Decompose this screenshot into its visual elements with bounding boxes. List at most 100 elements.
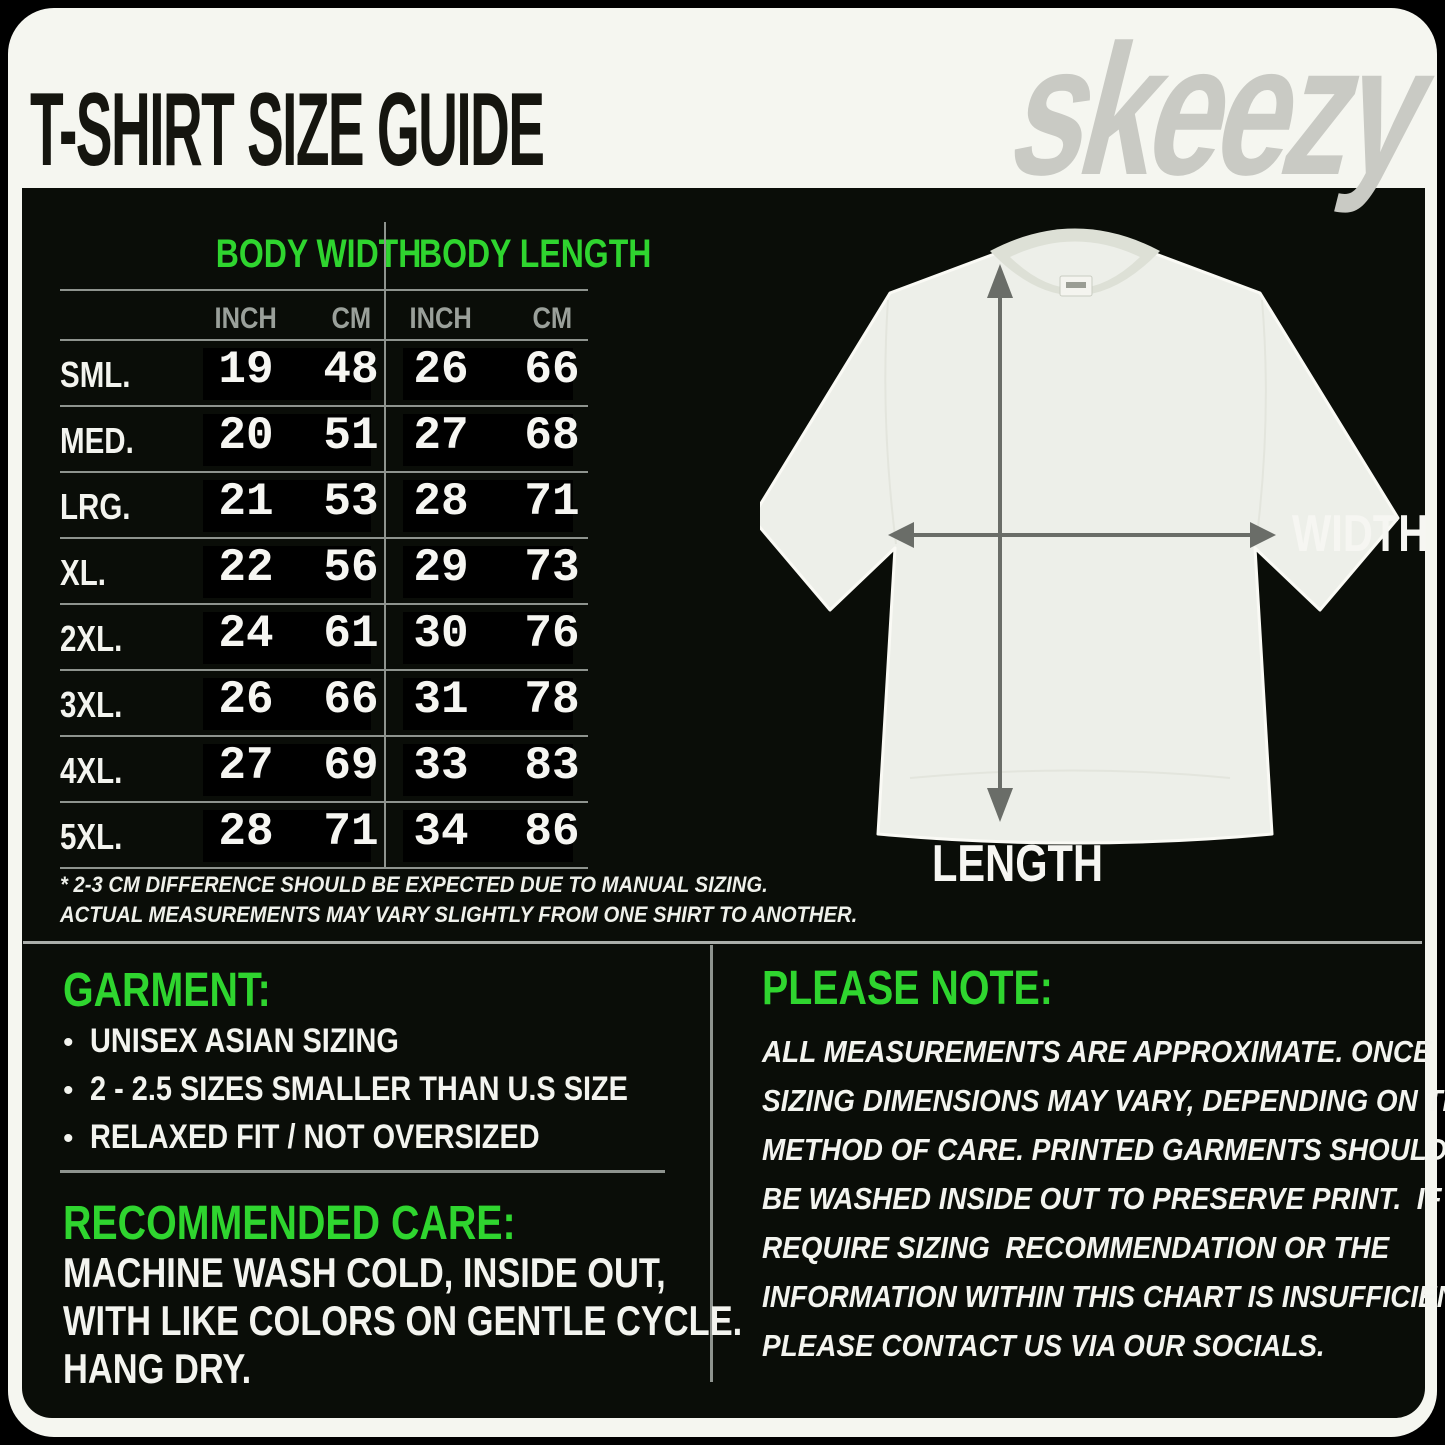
length-inch-value: 30 (413, 608, 469, 660)
table-row: XL. 22 56 29 73 (0, 539, 660, 605)
length-inch-value: 31 (413, 674, 469, 726)
care-line: HANG DRY. (63, 1345, 252, 1392)
size-label: SML. (60, 354, 131, 395)
length-inch-value: 26 (413, 344, 469, 396)
table-header-divider (60, 289, 588, 291)
length-values-box (403, 678, 573, 730)
size-label: MED. (60, 420, 134, 461)
length-inch-value: 34 (413, 806, 469, 858)
table-row: LRG. 21 53 28 71 (0, 473, 660, 539)
table-row: SML. 19 48 26 66 (0, 341, 660, 407)
brand-logo: skeezy (993, 7, 1445, 214)
width-values-box (203, 348, 371, 400)
garment-bullet: • UNISEX ASIAN SIZING (63, 1022, 722, 1070)
body-length-header: BODY LENGTH (419, 232, 652, 276)
garment-heading: GARMENT: (63, 964, 271, 1017)
width-cm-value: 48 (323, 344, 379, 396)
width-inch-value: 19 (218, 344, 274, 396)
length-inch-value: 29 (413, 542, 469, 594)
unit-header-inch-length: INCH (409, 302, 473, 335)
width-values-box (203, 546, 371, 598)
width-cm-value: 51 (323, 410, 379, 462)
length-values-box (403, 546, 573, 598)
note-line: PLEASE CONTACT US VIA OUR SOCIALS. (762, 1328, 1325, 1363)
tshirt-right-seam (1255, 299, 1267, 545)
bullet-dot: • (63, 1122, 74, 1155)
footnote-line: * 2-3 CM DIFFERENCE SHOULD BE EXPECTED D… (60, 872, 768, 897)
length-cm-value: 76 (524, 608, 580, 660)
length-values-box (403, 414, 573, 466)
tshirt-diagram (760, 228, 1400, 845)
width-label: WIDTH (1292, 505, 1429, 563)
row-divider (60, 801, 588, 803)
length-cm-value: 78 (524, 674, 580, 726)
length-cm-value: 68 (524, 410, 580, 462)
length-cm-value: 83 (524, 740, 580, 792)
size-label: 5XL. (60, 816, 123, 857)
width-inch-value: 26 (218, 674, 274, 726)
care-line: WITH LIKE COLORS ON GENTLE CYCLE. (63, 1297, 743, 1344)
length-values-box (403, 810, 573, 862)
bullet-dot: • (63, 1026, 74, 1059)
width-inch-value: 28 (218, 806, 274, 858)
width-inch-value: 24 (218, 608, 274, 660)
note-text: ALL MEASUREMENTS ARE APPROXIMATE. ONCE W… (762, 1030, 1445, 1373)
garment-care-divider (60, 1170, 665, 1173)
width-cm-value: 69 (323, 740, 379, 792)
size-label: 2XL. (60, 618, 123, 659)
note-heading: PLEASE NOTE: (762, 962, 1053, 1015)
care-line: MACHINE WASH COLD, INSIDE OUT, (63, 1249, 666, 1296)
width-inch-value: 22 (218, 542, 274, 594)
garment-bullet-list: • UNISEX ASIAN SIZING • 2 - 2.5 SIZES SM… (63, 1022, 722, 1166)
width-values-box (203, 612, 371, 664)
garment-bullet-text: 2 - 2.5 SIZES SMALLER THAN U.S SIZE (89, 1070, 628, 1108)
tshirt-crease (909, 769, 1231, 779)
unit-header-cm-length: CM (532, 302, 572, 335)
length-arrow (987, 264, 1013, 822)
note-line: METHOD OF CARE. PRINTED GARMENTS SHOULD … (762, 1132, 1445, 1167)
width-cm-value: 71 (323, 806, 379, 858)
length-inch-value: 33 (413, 740, 469, 792)
table-row: 3XL. 26 66 31 78 (0, 671, 660, 737)
row-divider (60, 537, 588, 539)
table-row: 5XL. 28 71 34 86 (0, 803, 660, 869)
width-values-box (203, 810, 371, 862)
tshirt-collar-inner (1010, 241, 1140, 289)
size-label: XL. (60, 552, 106, 593)
length-values-box (403, 348, 573, 400)
length-cm-value: 66 (524, 344, 580, 396)
width-values-box (203, 678, 371, 730)
note-line: ALL MEASUREMENTS ARE APPROXIMATE. ONCE W… (762, 1034, 1432, 1069)
length-inch-value: 27 (413, 410, 469, 462)
row-divider (60, 735, 588, 737)
table-units-divider (60, 339, 588, 341)
length-cm-value: 71 (524, 476, 580, 528)
width-cm-value: 61 (323, 608, 379, 660)
main-horizontal-divider (23, 941, 1422, 944)
length-values-box (403, 612, 573, 664)
body-width-header: BODY WIDTH (215, 232, 422, 276)
garment-bullet-text: UNISEX ASIAN SIZING (89, 1022, 399, 1060)
unit-header-cm-width: CM (331, 302, 371, 335)
row-divider (60, 867, 588, 869)
width-cm-value: 66 (323, 674, 379, 726)
bottom-vertical-divider (710, 945, 713, 1382)
length-values-box (403, 744, 573, 796)
width-inch-value: 20 (218, 410, 274, 462)
table-row: 2XL. 24 61 30 76 (0, 605, 660, 671)
note-line: INFORMATION WITHIN THIS CHART IS INSUFFI… (762, 1279, 1445, 1314)
note-line: SIZING DIMENSIONS MAY VARY, DEPENDING ON… (762, 1083, 1445, 1118)
length-cm-value: 86 (524, 806, 580, 858)
length-label: LENGTH (932, 835, 1104, 893)
row-divider (60, 471, 588, 473)
width-values-box (203, 480, 371, 532)
length-values-box (403, 480, 573, 532)
width-inch-value: 27 (218, 740, 274, 792)
width-arrow (888, 522, 1276, 548)
size-label: LRG. (60, 486, 131, 527)
page-title: T-SHIRT SIZE GUIDE (30, 72, 545, 188)
garment-bullet-text: RELAXED FIT / NOT OVERSIZED (89, 1118, 540, 1156)
width-cm-value: 56 (323, 542, 379, 594)
